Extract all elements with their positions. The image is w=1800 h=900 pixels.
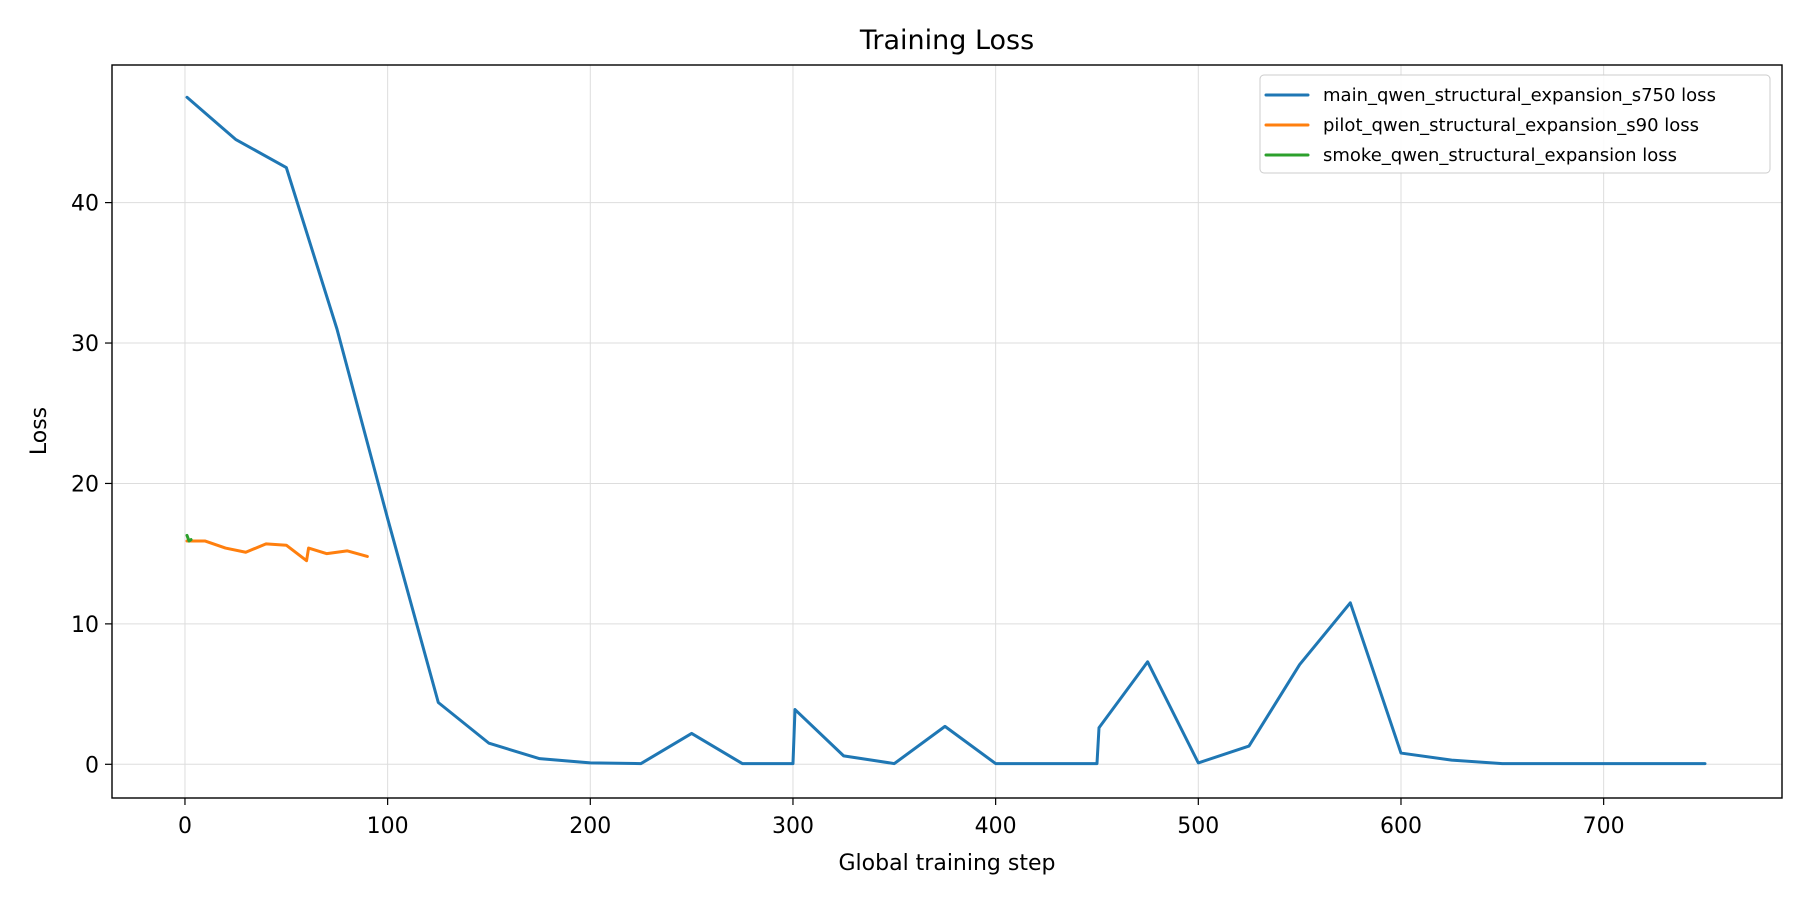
y-axis-label: Loss (27, 407, 52, 455)
x-tick-label: 500 (1177, 814, 1219, 839)
legend-box (1259, 74, 1771, 174)
x-axis-label: Global training step (839, 851, 1056, 876)
x-tick-label: 600 (1380, 814, 1422, 839)
x-tick-label: 0 (178, 814, 192, 839)
y-tick-label: 10 (71, 613, 99, 638)
y-tick-label: 30 (71, 332, 99, 357)
series-line-3 (185, 533, 193, 543)
legend-layer: main_qwen_structural_expansion_s750 loss… (1259, 74, 1771, 174)
series-line-2 (185, 539, 369, 563)
legend-label: pilot_qwen_structural_expansion_s90 loss (1323, 115, 1699, 136)
x-tick-label: 700 (1583, 814, 1625, 839)
y-tick-label: 0 (85, 753, 99, 778)
plot-frame (111, 64, 1783, 799)
grid-layer (112, 65, 1782, 798)
legend-label: smoke_qwen_structural_expansion loss (1323, 145, 1677, 166)
series-line-1 (185, 95, 1707, 766)
y-tick-label: 40 (71, 192, 99, 217)
chart-title: Training Loss (859, 25, 1034, 56)
axis-layer: 0 100 200 300 400 500 600 700 0 10 20 30 40 (71, 64, 1783, 839)
x-tick-label: 200 (569, 814, 611, 839)
series-layer (185, 95, 1707, 766)
legend-label: main_qwen_structural_expansion_s750 loss (1323, 85, 1716, 106)
x-tick-label: 100 (367, 814, 409, 839)
x-tick-label: 300 (772, 814, 814, 839)
x-tick-label: 400 (975, 814, 1017, 839)
y-tick-label: 20 (71, 472, 99, 497)
